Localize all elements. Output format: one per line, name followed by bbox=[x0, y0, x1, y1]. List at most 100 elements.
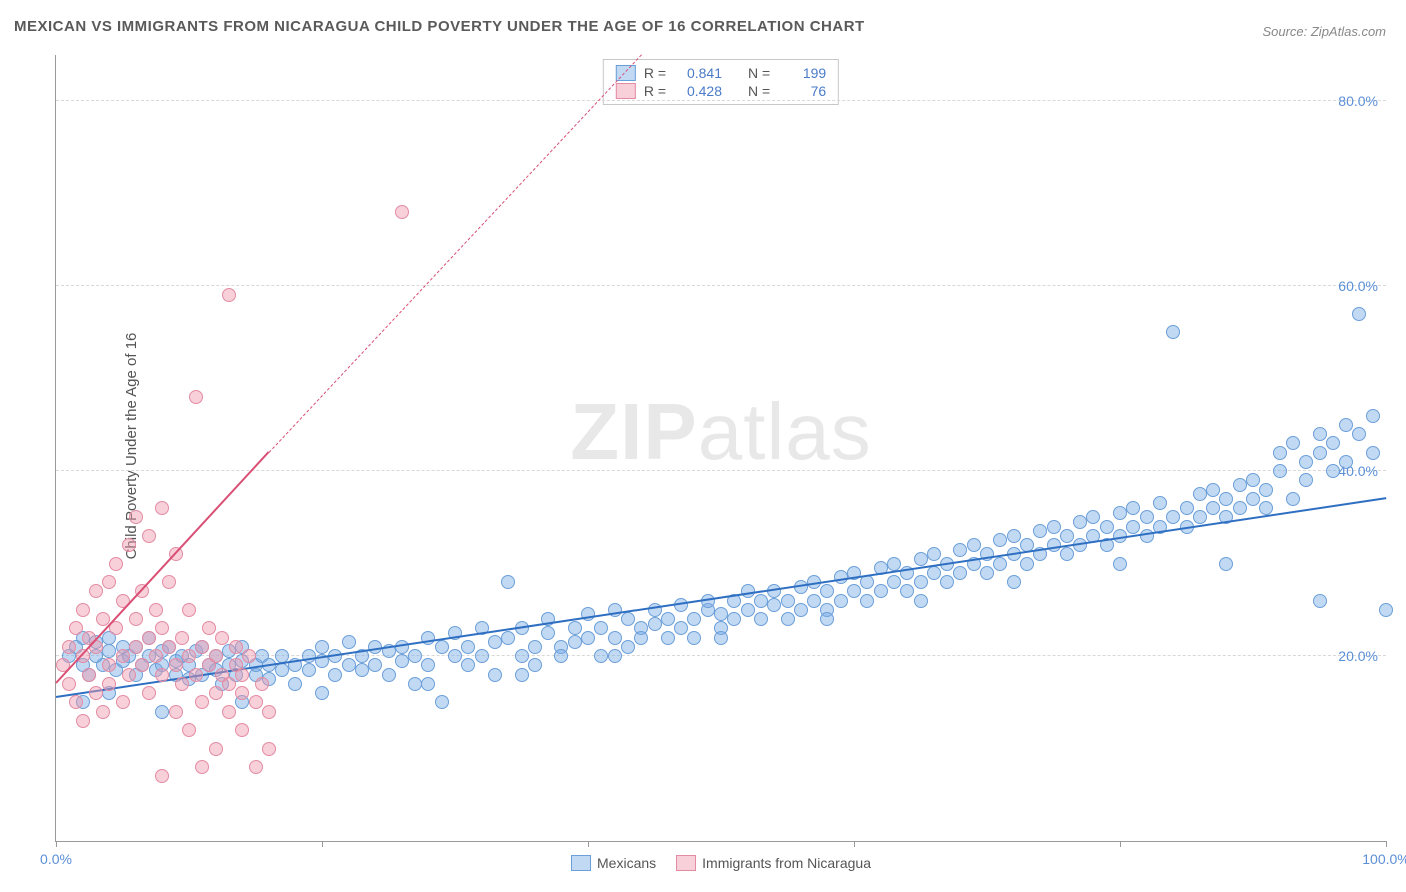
n-label: N = bbox=[748, 65, 770, 81]
data-point bbox=[1339, 418, 1353, 432]
data-point bbox=[1313, 446, 1327, 460]
data-point bbox=[1233, 478, 1247, 492]
n-label: N = bbox=[748, 83, 770, 99]
data-point bbox=[102, 575, 116, 589]
data-point bbox=[288, 677, 302, 691]
xaxis-max-label: 100.0% bbox=[1362, 851, 1406, 867]
data-point bbox=[634, 631, 648, 645]
data-point bbox=[554, 649, 568, 663]
data-point bbox=[116, 649, 130, 663]
data-point bbox=[1113, 506, 1127, 520]
data-point bbox=[914, 594, 928, 608]
data-point bbox=[235, 723, 249, 737]
data-point bbox=[116, 695, 130, 709]
data-point bbox=[1246, 492, 1260, 506]
data-point bbox=[202, 621, 216, 635]
data-point bbox=[1193, 510, 1207, 524]
data-point bbox=[1073, 515, 1087, 529]
data-point bbox=[488, 635, 502, 649]
data-point bbox=[395, 654, 409, 668]
trendline bbox=[56, 497, 1386, 698]
data-point bbox=[1033, 524, 1047, 538]
data-point bbox=[940, 575, 954, 589]
xtick bbox=[56, 841, 57, 847]
data-point bbox=[182, 603, 196, 617]
data-point bbox=[741, 603, 755, 617]
data-point bbox=[914, 552, 928, 566]
data-point bbox=[794, 603, 808, 617]
data-point bbox=[1126, 520, 1140, 534]
stats-row-mexicans: R = 0.841 N = 199 bbox=[616, 64, 826, 82]
data-point bbox=[175, 677, 189, 691]
data-point bbox=[528, 640, 542, 654]
data-point bbox=[155, 705, 169, 719]
data-point bbox=[661, 612, 675, 626]
data-point bbox=[967, 538, 981, 552]
chart-title: MEXICAN VS IMMIGRANTS FROM NICARAGUA CHI… bbox=[14, 18, 865, 35]
data-point bbox=[661, 631, 675, 645]
data-point bbox=[1007, 575, 1021, 589]
data-point bbox=[169, 658, 183, 672]
data-point bbox=[249, 695, 263, 709]
data-point bbox=[76, 714, 90, 728]
data-point bbox=[1326, 436, 1340, 450]
data-point bbox=[1166, 510, 1180, 524]
stats-row-nicaragua: R = 0.428 N = 76 bbox=[616, 82, 826, 100]
data-point bbox=[62, 640, 76, 654]
data-point bbox=[162, 575, 176, 589]
data-point bbox=[129, 612, 143, 626]
data-point bbox=[847, 584, 861, 598]
data-point bbox=[89, 584, 103, 598]
data-point bbox=[807, 594, 821, 608]
data-point bbox=[155, 501, 169, 515]
data-point bbox=[993, 533, 1007, 547]
data-point bbox=[781, 594, 795, 608]
data-point bbox=[215, 631, 229, 645]
data-point bbox=[581, 631, 595, 645]
data-point bbox=[209, 686, 223, 700]
data-point bbox=[342, 658, 356, 672]
data-point bbox=[155, 668, 169, 682]
data-point bbox=[887, 557, 901, 571]
data-point bbox=[222, 288, 236, 302]
data-point bbox=[435, 695, 449, 709]
gridline bbox=[56, 285, 1386, 286]
data-point bbox=[182, 723, 196, 737]
data-point bbox=[62, 677, 76, 691]
data-point bbox=[122, 538, 136, 552]
data-point bbox=[1286, 492, 1300, 506]
data-point bbox=[1326, 464, 1340, 478]
data-point bbox=[993, 557, 1007, 571]
data-point bbox=[1206, 483, 1220, 497]
trendline bbox=[268, 54, 641, 452]
data-point bbox=[235, 686, 249, 700]
data-point bbox=[355, 663, 369, 677]
data-point bbox=[1047, 520, 1061, 534]
data-point bbox=[1259, 483, 1273, 497]
data-point bbox=[395, 205, 409, 219]
data-point bbox=[315, 686, 329, 700]
data-point bbox=[222, 677, 236, 691]
data-point bbox=[1352, 307, 1366, 321]
data-point bbox=[275, 663, 289, 677]
data-point bbox=[1007, 529, 1021, 543]
stats-legend: R = 0.841 N = 199 R = 0.428 N = 76 bbox=[603, 59, 839, 105]
source-label: Source: ZipAtlas.com bbox=[1262, 24, 1386, 39]
data-point bbox=[1299, 455, 1313, 469]
data-point bbox=[421, 658, 435, 672]
data-point bbox=[674, 621, 688, 635]
data-point bbox=[594, 621, 608, 635]
data-point bbox=[1246, 473, 1260, 487]
data-point bbox=[461, 658, 475, 672]
data-point bbox=[229, 640, 243, 654]
data-point bbox=[1366, 409, 1380, 423]
swatch-nicaragua bbox=[676, 855, 696, 871]
plot-area: ZIPatlas R = 0.841 N = 199 R = 0.428 N =… bbox=[55, 55, 1386, 842]
swatch-nicaragua bbox=[616, 83, 636, 99]
data-point bbox=[129, 510, 143, 524]
data-point bbox=[1060, 547, 1074, 561]
xtick bbox=[588, 841, 589, 847]
data-point bbox=[135, 658, 149, 672]
data-point bbox=[189, 390, 203, 404]
data-point bbox=[222, 705, 236, 719]
